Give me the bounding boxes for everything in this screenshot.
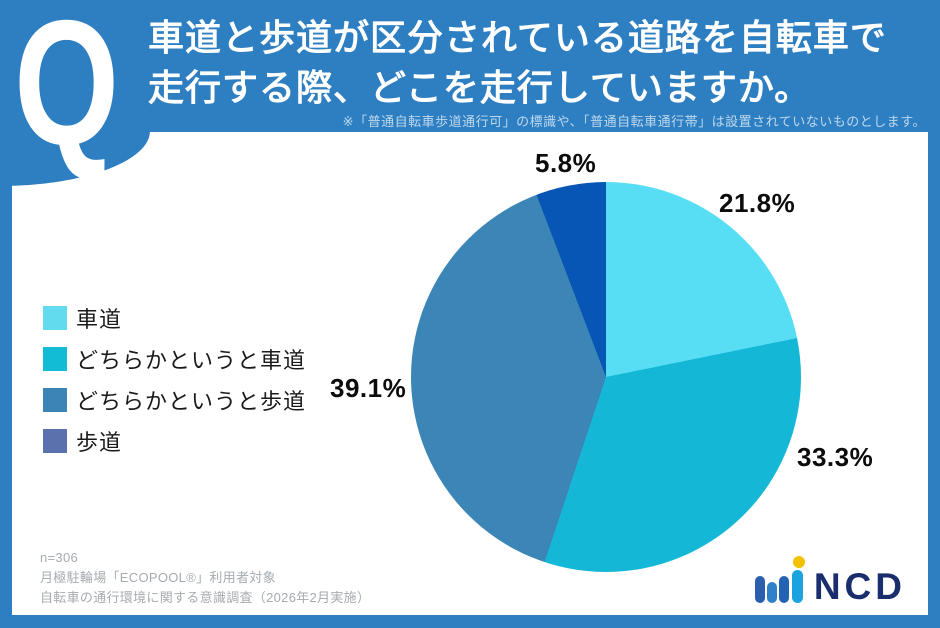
ncd-logo: NCD bbox=[754, 556, 906, 608]
pie-label-rather-shadou: 33.3% bbox=[797, 442, 874, 472]
pie-label-rather-hodou: 39.1% bbox=[330, 373, 407, 403]
legend-label-rather-hodou: どちらかというと歩道 bbox=[76, 389, 307, 414]
ncd-logo-text: NCD bbox=[813, 566, 906, 607]
legend-label-hodou: 歩道 bbox=[76, 430, 123, 455]
ncd-logo-mark-icon bbox=[754, 556, 805, 608]
legend-item-rather-shadou: どちらかというと車道 bbox=[43, 343, 306, 375]
survey-description: 自転車の通行環境に関する意識調査（2026年2月実施） bbox=[40, 590, 371, 605]
logo-bar-icon bbox=[766, 582, 777, 603]
pie-chart bbox=[411, 182, 801, 572]
legend-label-rather-shadou: どちらかというと車道 bbox=[76, 348, 307, 373]
legend-swatch-rather-shadou bbox=[43, 347, 67, 371]
survey-footnotes: n=306 月極駐輪場「ECOPOOL®」利用者対象 自転車の通行環境に関する意… bbox=[40, 548, 370, 608]
header-footnote: ※「普通自転車歩道通行可」の標識や、「普通自転車通行帯」は設置されていないものと… bbox=[342, 114, 926, 129]
sample-size: n=306 bbox=[40, 550, 79, 565]
logo-dot-icon bbox=[792, 556, 805, 568]
legend-swatch-rather-hodou bbox=[43, 388, 67, 412]
legend-label-shadou: 車道 bbox=[76, 307, 123, 332]
pie-label-shadou: 21.8% bbox=[719, 188, 796, 218]
page-title: 車道と歩道が区分されている道路を自転車で 走行する際、どこを走行していますか。 bbox=[148, 13, 887, 113]
legend-item-shadou: 車道 bbox=[43, 302, 306, 334]
legend-swatch-hodou bbox=[43, 429, 67, 453]
survey-audience: 月極駐輪場「ECOPOOL®」利用者対象 bbox=[40, 570, 276, 585]
page-title-line1: 車道と歩道が区分されている道路を自転車で bbox=[148, 17, 887, 58]
logo-bar-icon bbox=[791, 570, 803, 603]
pie-label-hodou: 5.8% bbox=[535, 148, 597, 178]
logo-bar-icon bbox=[778, 576, 789, 603]
logo-bar-icon bbox=[754, 576, 765, 603]
page-title-line2: 走行する際、どこを走行していますか。 bbox=[148, 67, 812, 108]
legend-item-hodou: 歩道 bbox=[43, 425, 306, 457]
chart-legend: 車道 どちらかというと車道 どちらかというと歩道 歩道 bbox=[43, 302, 306, 466]
legend-swatch-shadou bbox=[43, 306, 67, 330]
legend-item-rather-hodou: どちらかというと歩道 bbox=[43, 384, 306, 416]
question-mark-letter: Q bbox=[14, 0, 120, 182]
